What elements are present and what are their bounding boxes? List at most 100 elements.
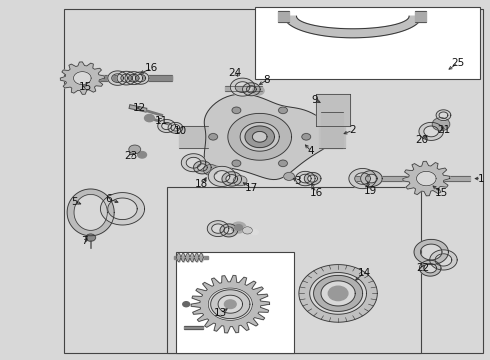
- Bar: [174, 256, 208, 259]
- Text: 3: 3: [294, 176, 301, 186]
- Text: 15: 15: [79, 82, 93, 92]
- Polygon shape: [211, 290, 250, 319]
- Bar: [318, 126, 345, 148]
- Bar: [76, 75, 172, 81]
- Text: 21: 21: [437, 125, 450, 135]
- Polygon shape: [191, 275, 270, 333]
- Circle shape: [232, 107, 241, 113]
- Polygon shape: [194, 161, 211, 174]
- Polygon shape: [220, 224, 238, 237]
- Polygon shape: [299, 265, 377, 322]
- Text: 4: 4: [308, 146, 315, 156]
- Polygon shape: [168, 122, 183, 133]
- Circle shape: [278, 107, 287, 113]
- Circle shape: [86, 234, 96, 241]
- Circle shape: [129, 145, 141, 154]
- Polygon shape: [419, 260, 441, 276]
- Text: 6: 6: [105, 194, 112, 204]
- Text: 1: 1: [478, 174, 485, 184]
- Text: 10: 10: [174, 126, 187, 136]
- Polygon shape: [304, 172, 321, 185]
- Polygon shape: [108, 71, 127, 85]
- Text: 22: 22: [416, 263, 429, 273]
- Text: 19: 19: [363, 186, 377, 196]
- Polygon shape: [361, 171, 382, 186]
- Text: 5: 5: [71, 197, 78, 207]
- Polygon shape: [284, 16, 421, 38]
- Circle shape: [138, 152, 147, 158]
- Text: 25: 25: [451, 58, 465, 68]
- Text: 9: 9: [312, 95, 318, 105]
- Polygon shape: [208, 166, 236, 186]
- Polygon shape: [230, 78, 255, 96]
- Text: 2: 2: [349, 125, 356, 135]
- Polygon shape: [430, 250, 457, 270]
- Circle shape: [284, 172, 294, 180]
- Polygon shape: [74, 72, 91, 85]
- Text: 16: 16: [309, 188, 323, 198]
- Text: 11: 11: [155, 116, 169, 126]
- Polygon shape: [117, 71, 136, 85]
- Polygon shape: [403, 161, 450, 196]
- Bar: [225, 86, 262, 91]
- Text: 15: 15: [434, 188, 448, 198]
- Text: 13: 13: [214, 308, 227, 318]
- Bar: [64, 9, 483, 353]
- Polygon shape: [67, 189, 114, 236]
- Bar: [316, 94, 350, 126]
- Text: 20: 20: [415, 135, 428, 145]
- Polygon shape: [100, 193, 145, 225]
- Polygon shape: [181, 154, 206, 172]
- Text: 12: 12: [133, 103, 147, 113]
- Bar: [179, 126, 208, 148]
- Polygon shape: [204, 94, 333, 180]
- Text: 18: 18: [195, 179, 209, 189]
- Circle shape: [224, 300, 236, 309]
- Polygon shape: [208, 288, 252, 320]
- Polygon shape: [222, 172, 242, 186]
- Polygon shape: [245, 126, 274, 148]
- Circle shape: [278, 160, 287, 167]
- Polygon shape: [243, 83, 260, 96]
- Polygon shape: [132, 72, 149, 84]
- Bar: [278, 11, 289, 22]
- Text: 14: 14: [358, 267, 371, 278]
- Polygon shape: [228, 113, 292, 160]
- Bar: [415, 11, 426, 22]
- Circle shape: [252, 86, 264, 95]
- Circle shape: [251, 230, 258, 235]
- Text: 23: 23: [124, 150, 138, 161]
- Polygon shape: [125, 72, 143, 85]
- Bar: [76, 76, 172, 80]
- Circle shape: [203, 165, 218, 175]
- Circle shape: [328, 286, 348, 301]
- Circle shape: [232, 160, 241, 167]
- Bar: [321, 112, 343, 148]
- Text: 17: 17: [245, 183, 258, 193]
- Bar: [184, 326, 203, 329]
- Circle shape: [432, 118, 450, 131]
- Circle shape: [243, 227, 252, 234]
- Polygon shape: [419, 122, 443, 140]
- Text: 24: 24: [228, 68, 242, 78]
- Bar: [255, 7, 480, 79]
- Polygon shape: [158, 120, 175, 132]
- Bar: [353, 176, 470, 181]
- Text: 7: 7: [81, 236, 88, 246]
- Circle shape: [145, 114, 154, 122]
- Circle shape: [302, 134, 311, 140]
- Circle shape: [233, 176, 247, 186]
- Polygon shape: [414, 239, 448, 265]
- Polygon shape: [314, 275, 363, 311]
- Bar: [167, 187, 421, 353]
- Circle shape: [235, 225, 243, 230]
- Circle shape: [231, 222, 246, 233]
- Polygon shape: [416, 171, 436, 186]
- Polygon shape: [207, 221, 229, 237]
- Text: 16: 16: [145, 63, 159, 73]
- Circle shape: [209, 134, 218, 140]
- Polygon shape: [349, 168, 376, 189]
- Polygon shape: [436, 110, 451, 121]
- Polygon shape: [295, 171, 315, 186]
- Bar: [176, 252, 294, 353]
